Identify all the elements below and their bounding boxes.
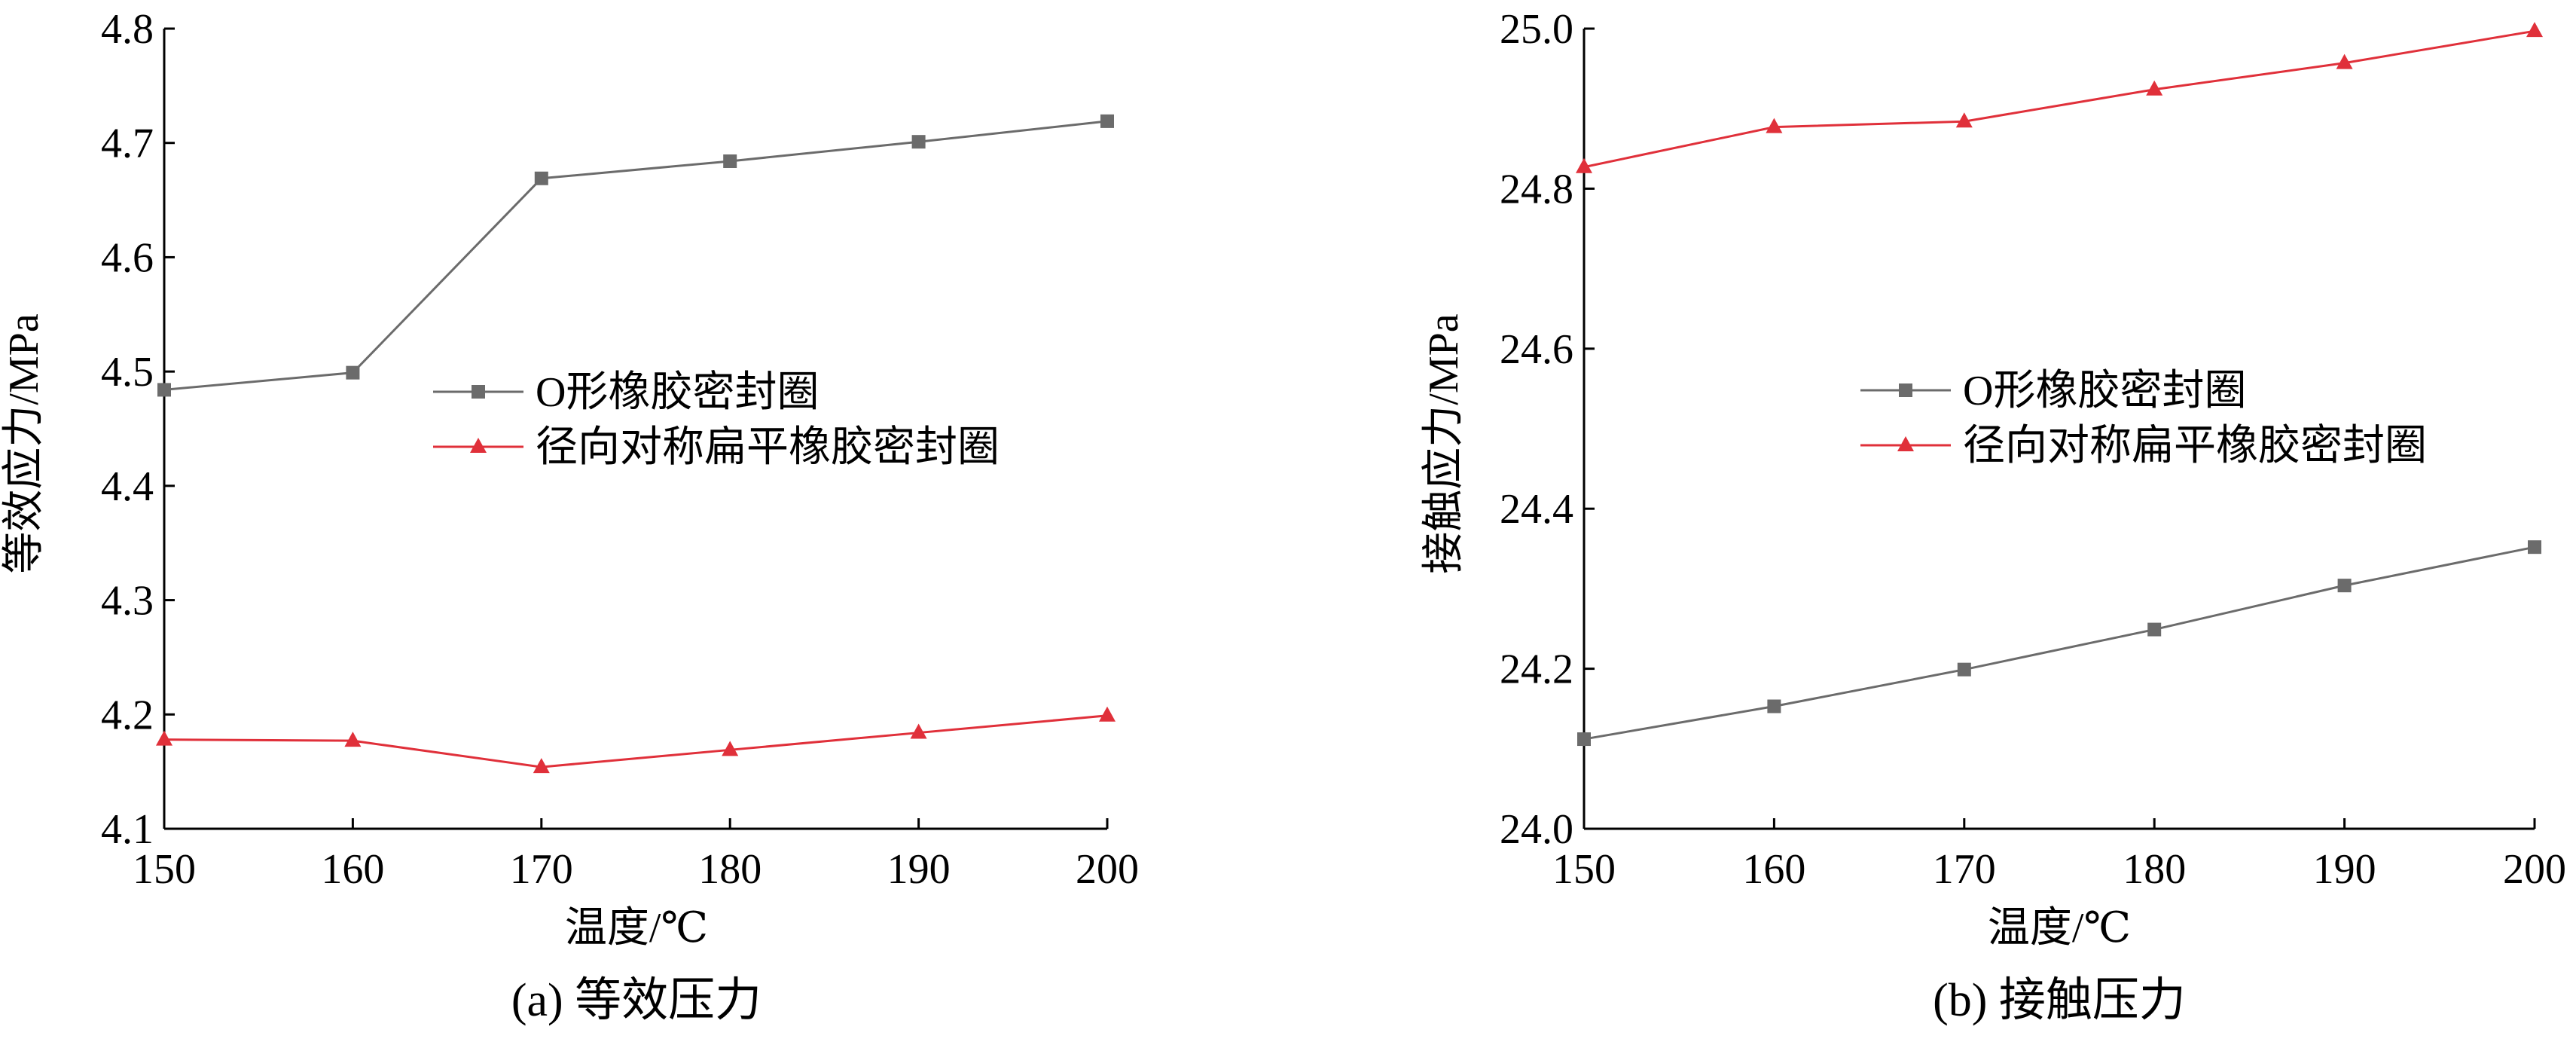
x-tick-label: 170 [510, 846, 573, 893]
y-tick-label: 4.5 [101, 349, 154, 396]
chart-panel-b: 24.0 24.2 24.4 24.6 24.8 25.0 150 160 170 180 190 2… [1421, 6, 2566, 1026]
x-tick-label: 150 [1552, 846, 1616, 893]
y-axis-title: 等效应力/MPa [1, 313, 47, 573]
y-tick-label: 24.8 [1500, 166, 1573, 212]
data-point-square [911, 135, 926, 149]
panel-caption: (a) 等效压力 [511, 975, 762, 1026]
x-tick-label: 190 [2313, 846, 2376, 893]
y-axis-title: 接触应力/MPa [1421, 313, 1467, 573]
data-point-square [1577, 732, 1591, 747]
legend-marker-triangle [1897, 436, 1914, 451]
data-point-triangle [1099, 706, 1116, 722]
x-tick-label: 200 [1076, 846, 1139, 893]
x-tick-label: 180 [698, 846, 762, 893]
data-point-square [1957, 662, 1971, 677]
y-tick-label: 4.8 [101, 6, 154, 53]
data-point-square [2337, 579, 2352, 593]
legend-label: O形橡胶密封圈 [536, 369, 819, 416]
y-tick-label: 24.2 [1500, 646, 1573, 693]
series-line-flat-ring [1583, 29, 2535, 169]
data-point-triangle [344, 732, 362, 747]
data-point-triangle [2336, 53, 2353, 69]
legend-marker-square [472, 385, 485, 399]
data-point-square [723, 154, 737, 168]
data-point-triangle [2146, 80, 2163, 96]
series-line-o-ring [163, 120, 1108, 391]
y-tick-label: 4.2 [101, 692, 154, 738]
legend-label: O形橡胶密封圈 [1963, 368, 2246, 414]
data-point-square [2528, 540, 2541, 555]
data-point-square [346, 365, 360, 380]
x-tick-label: 170 [1933, 846, 1996, 893]
data-point-square [157, 383, 171, 397]
data-point-triangle [156, 730, 172, 746]
y-tick-label: 24.0 [1500, 806, 1573, 853]
legend-marker-triangle [470, 438, 487, 453]
x-axis-title: 温度/℃ [565, 905, 708, 952]
x-tick-label: 200 [2503, 846, 2566, 893]
legend-label: 径向对称扁平橡胶密封圈 [1963, 423, 2427, 469]
data-point-triangle [2526, 22, 2543, 38]
data-point-triangle [722, 741, 739, 756]
x-tick-label: 160 [321, 846, 384, 893]
series-line-flat-ring [163, 714, 1108, 768]
series-line-o-ring [1583, 545, 2535, 741]
data-point-square [1767, 699, 1781, 713]
x-axis-title: 温度/℃ [1988, 905, 2131, 952]
panel-caption: (b) 接触压力 [1933, 975, 2186, 1026]
x-tick-label: 180 [2123, 846, 2186, 893]
data-point-square [2147, 622, 2162, 637]
x-tick-label: 190 [887, 846, 951, 893]
data-point-triangle [1576, 157, 1592, 173]
y-tick-label: 4.7 [101, 121, 154, 167]
data-point-triangle [1766, 118, 1783, 133]
data-point-triangle [910, 723, 927, 739]
y-tick-label: 4.4 [101, 463, 154, 510]
y-tick-label: 4.6 [101, 234, 154, 281]
y-tick-label: 25.0 [1500, 6, 1573, 53]
chart-panel-a: 4.1 4.2 4.3 4.4 4.5 4.6 4.7 4.8 150 160 170 180 190 2… [1, 6, 1139, 1026]
data-point-triangle [1955, 112, 1973, 128]
y-tick-label: 4.1 [101, 806, 154, 853]
data-point-square [1100, 114, 1114, 128]
legend-marker-square [1899, 383, 1912, 397]
legend-label: 径向对称扁平橡胶密封圈 [536, 424, 1000, 471]
y-tick-label: 24.6 [1500, 326, 1573, 373]
x-tick-label: 150 [133, 846, 196, 893]
x-tick-label: 160 [1742, 846, 1805, 893]
y-tick-label: 24.4 [1500, 486, 1573, 533]
data-point-square [534, 171, 548, 185]
y-tick-label: 4.3 [101, 578, 154, 625]
data-point-triangle [533, 758, 550, 774]
